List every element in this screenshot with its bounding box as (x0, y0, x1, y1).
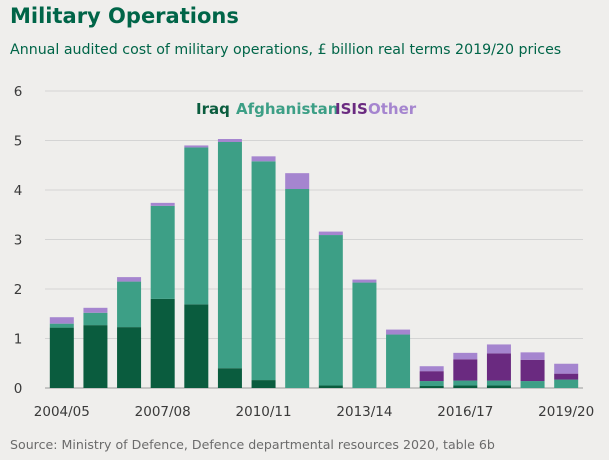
bar-segment-afghanistan (352, 282, 377, 388)
x-tick-label: 2013/14 (336, 404, 392, 420)
legend-isis: ISIS (335, 100, 368, 118)
x-tick-label: 2016/17 (437, 404, 493, 420)
bar-segment-iraq (117, 327, 142, 388)
bar-segment-other (251, 156, 276, 162)
y-tick-label: 6 (14, 84, 23, 100)
bar-segment-afghanistan (184, 147, 209, 305)
bar-segment-iraq (184, 304, 209, 388)
bar-segment-other (386, 329, 411, 335)
legend-other: Other (368, 100, 417, 118)
bar-segment-afghanistan (251, 161, 276, 381)
bar-segment-other (352, 279, 377, 283)
bar-segment-iraq (150, 298, 175, 388)
source-note: Source: Ministry of Defence, Defence dep… (10, 437, 495, 452)
bar-segment-iraq (49, 327, 74, 388)
bar-segment-isis (453, 359, 478, 381)
bar-segment-afghanistan (554, 379, 579, 388)
y-tick-label: 5 (14, 134, 23, 150)
bar-segment-other (150, 202, 175, 206)
bar-segment-afghanistan (150, 205, 175, 299)
bar-segment-other (49, 317, 74, 324)
bar-segment-afghanistan (83, 312, 108, 326)
bar-segment-iraq (419, 386, 444, 388)
x-tick-label: 2019/20 (538, 404, 594, 420)
bar-segment-other (486, 344, 511, 354)
y-tick-label: 4 (14, 183, 23, 199)
bar-segment-other (285, 173, 310, 190)
legend-iraq: Iraq (196, 100, 230, 118)
bar-segment-isis (554, 373, 579, 380)
bar-segment-isis (419, 371, 444, 382)
bar-segment-afghanistan (318, 235, 343, 386)
bar-segment-afghanistan (217, 141, 242, 369)
y-tick-label: 0 (14, 381, 23, 397)
x-tick-label: 2007/08 (135, 404, 191, 420)
bar-segment-other (184, 145, 209, 148)
bar-segment-other (83, 307, 108, 313)
bar-segment-isis (520, 359, 545, 382)
bar-segment-other (117, 277, 142, 282)
bar-segment-other (453, 352, 478, 360)
bar-segment-afghanistan (285, 189, 310, 388)
bar-segment-afghanistan (117, 281, 142, 328)
y-tick-label: 1 (14, 332, 23, 348)
bar-segment-iraq (217, 368, 242, 388)
bar-segment-afghanistan (419, 381, 444, 387)
bar-segment-afghanistan (486, 380, 511, 386)
bar-segment-afghanistan (520, 381, 545, 388)
y-tick-label: 3 (14, 233, 23, 249)
bar-segment-iraq (251, 380, 276, 388)
bar-segment-iraq (486, 385, 511, 388)
x-tick-label: 2004/05 (34, 404, 90, 420)
bar-segment-afghanistan (49, 323, 74, 328)
bar-segment-iraq (83, 325, 108, 388)
bar-segment-other (318, 231, 343, 236)
bar-segment-other (217, 139, 242, 142)
bar-segment-other (520, 352, 545, 360)
bar-segment-afghanistan (386, 334, 411, 388)
bar-segment-other (419, 366, 444, 372)
bar-segment-other (554, 363, 579, 374)
bar-segment-iraq (318, 385, 343, 388)
chart-subtitle: Annual audited cost of military operatio… (10, 42, 562, 58)
chart-title: Military Operations (10, 4, 239, 28)
bar-segment-iraq (453, 385, 478, 388)
legend-afghanistan: Afghanistan (236, 100, 338, 118)
bar-segment-isis (486, 353, 511, 381)
bar-segment-afghanistan (453, 380, 478, 386)
y-tick-label: 2 (14, 282, 23, 298)
x-tick-label: 2010/11 (236, 404, 292, 420)
